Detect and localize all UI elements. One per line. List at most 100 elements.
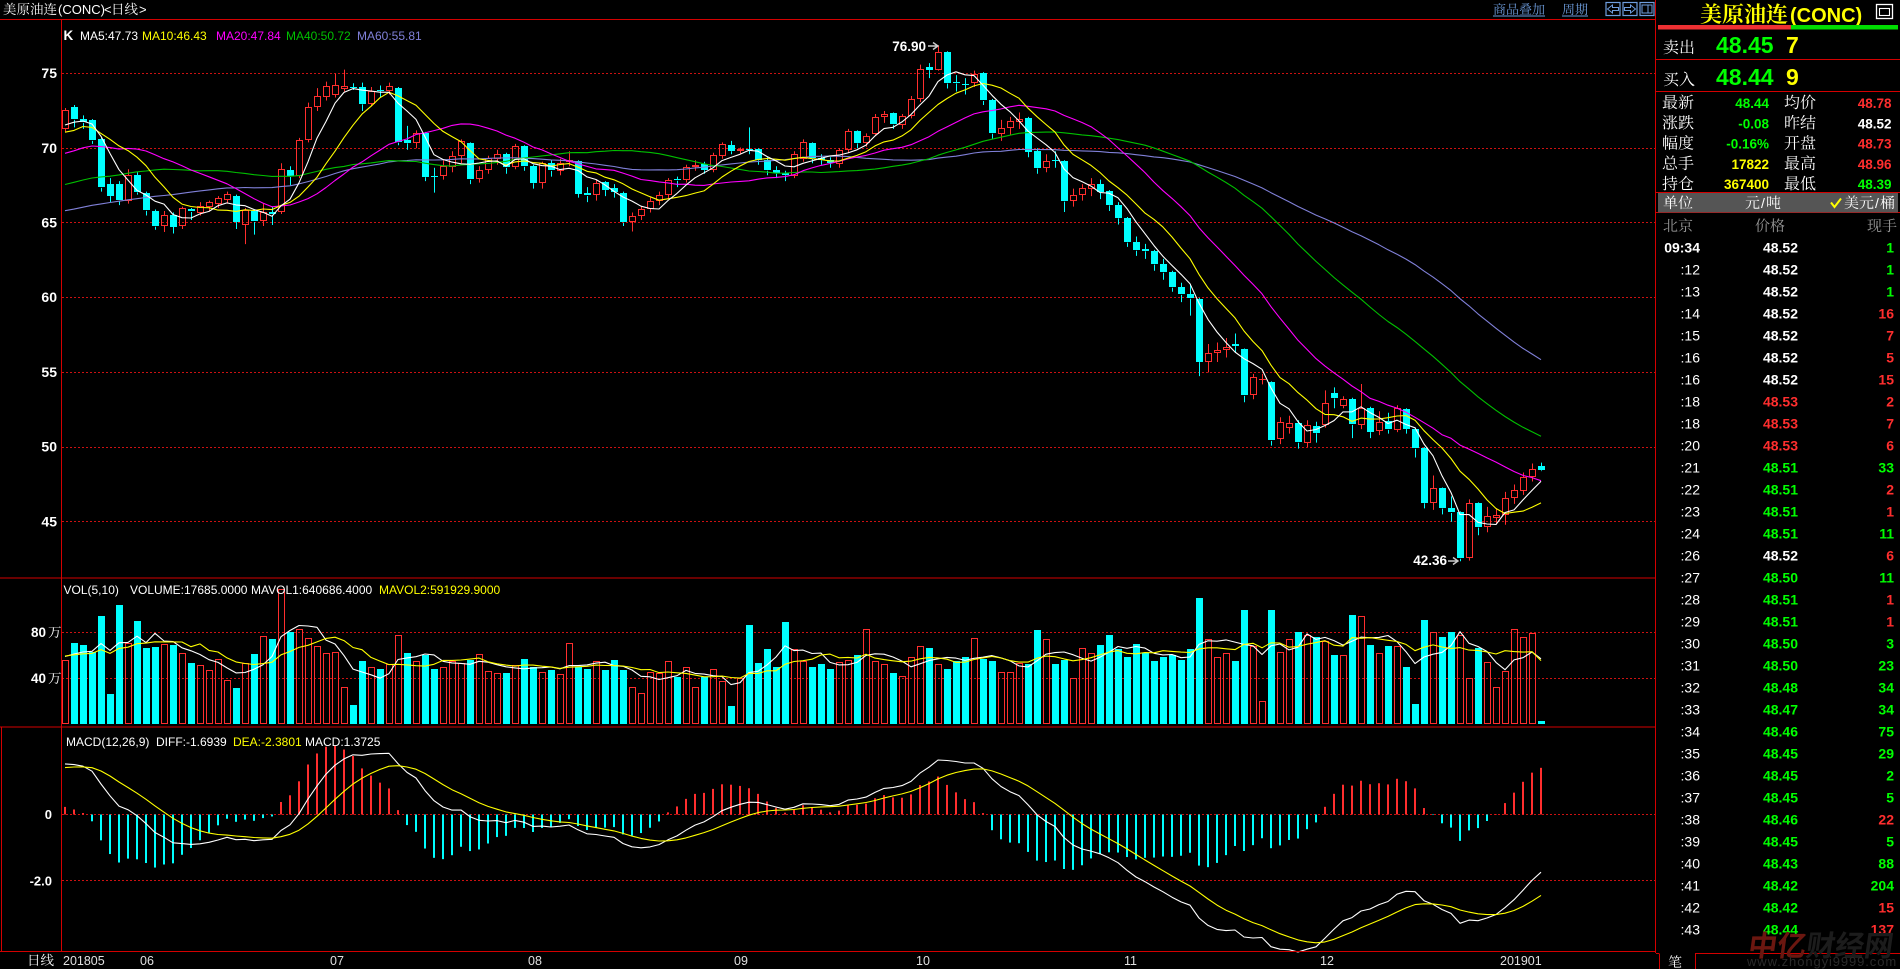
svg-text:16: 16 [1878,306,1894,322]
svg-text:45: 45 [41,513,57,529]
svg-text:48.51: 48.51 [1763,504,1798,520]
svg-text:48.45: 48.45 [1763,746,1798,762]
svg-text:3: 3 [1886,636,1894,652]
svg-text:48.45: 48.45 [1763,834,1798,850]
svg-text:1: 1 [1886,592,1894,608]
svg-text:48.45: 48.45 [1763,790,1798,806]
svg-text:/: / [1761,195,1765,211]
svg-text:1: 1 [1886,504,1894,520]
svg-text::13: :13 [1681,284,1701,300]
svg-text::30: :30 [1681,636,1701,652]
svg-text:48.44: 48.44 [1735,96,1769,111]
svg-text::18: :18 [1681,394,1701,410]
svg-text:48.39: 48.39 [1858,177,1892,192]
svg-text:11: 11 [1879,526,1894,542]
svg-text::22: :22 [1681,482,1701,498]
svg-text:48.51: 48.51 [1763,460,1798,476]
svg-text:5: 5 [1886,350,1894,366]
svg-text:>: > [139,2,147,17]
svg-text:55: 55 [41,364,57,380]
svg-text:48.52: 48.52 [1763,262,1798,278]
svg-text::12: :12 [1681,262,1701,278]
svg-text:48.46: 48.46 [1763,812,1798,828]
svg-text:MAVOL2:591929.9000: MAVOL2:591929.9000 [379,583,501,597]
svg-text::15: :15 [1681,328,1701,344]
svg-text::36: :36 [1681,768,1701,784]
svg-text:7: 7 [1786,32,1799,58]
svg-text:34: 34 [1878,680,1894,696]
svg-text:1: 1 [1886,262,1894,278]
svg-text:48.52: 48.52 [1763,306,1798,322]
svg-text:48.42: 48.42 [1763,900,1798,916]
svg-text:48.47: 48.47 [1763,702,1798,718]
svg-text:76.90: 76.90 [892,39,926,54]
svg-text:48.52: 48.52 [1763,372,1798,388]
svg-text::34: :34 [1681,724,1701,740]
svg-text:48.52: 48.52 [1858,116,1892,131]
svg-text:40: 40 [31,671,46,686]
svg-text:MA10:46.43: MA10:46.43 [142,29,207,43]
svg-text:07: 07 [330,954,344,968]
svg-text::35: :35 [1681,746,1701,762]
svg-text:48.44: 48.44 [1716,64,1774,90]
svg-text:367400: 367400 [1724,177,1769,192]
svg-text:48.53: 48.53 [1763,394,1798,410]
svg-text:48.50: 48.50 [1763,658,1798,674]
svg-text::26: :26 [1681,548,1701,564]
svg-text:204: 204 [1871,878,1895,894]
svg-text::41: :41 [1681,878,1701,894]
svg-text:48.96: 48.96 [1858,157,1892,172]
svg-text::14: :14 [1681,306,1701,322]
svg-text:48.45: 48.45 [1716,32,1774,58]
svg-text:70: 70 [41,140,57,156]
svg-text:15: 15 [1878,900,1894,916]
svg-text:15: 15 [1878,372,1894,388]
svg-text:09: 09 [734,954,748,968]
svg-text:K: K [64,28,74,43]
svg-text:48.42: 48.42 [1763,878,1798,894]
svg-text:60: 60 [41,289,57,305]
svg-text:MA5:47.73: MA5:47.73 [80,29,138,43]
svg-text:48.43: 48.43 [1763,856,1798,872]
svg-text::33: :33 [1681,702,1701,718]
svg-text:65: 65 [41,215,57,231]
svg-text:-0.08: -0.08 [1738,116,1769,131]
svg-text:201901: 201901 [1500,954,1542,968]
svg-text:48.51: 48.51 [1763,526,1798,542]
svg-text:(CONC): (CONC) [58,2,105,17]
svg-text:48.53: 48.53 [1763,438,1798,454]
svg-text:08: 08 [528,954,542,968]
svg-text::23: :23 [1681,504,1701,520]
svg-text:6: 6 [1886,438,1894,454]
svg-text::43: :43 [1681,922,1701,938]
svg-text:5: 5 [1886,790,1894,806]
svg-text:www.zhongyi9999.com: www.zhongyi9999.com [1746,954,1897,969]
svg-text:1: 1 [1886,240,1894,256]
svg-text:48.50: 48.50 [1763,570,1798,586]
svg-text::42: :42 [1681,900,1701,916]
svg-text:48.52: 48.52 [1763,240,1798,256]
svg-text::21: :21 [1681,460,1701,476]
svg-text:VOL(5,10): VOL(5,10) [64,583,119,597]
svg-text::40: :40 [1681,856,1701,872]
svg-text:<: < [104,2,112,17]
svg-text:29: 29 [1878,746,1894,762]
svg-text:1: 1 [1886,614,1894,630]
svg-text:DIFF:-1.6939: DIFF:-1.6939 [156,735,227,749]
svg-text:42.36: 42.36 [1413,553,1447,568]
svg-text:48.52: 48.52 [1763,548,1798,564]
svg-text:48.52: 48.52 [1763,284,1798,300]
svg-text:VOLUME:17685.0000: VOLUME:17685.0000 [130,583,248,597]
svg-text:12: 12 [1320,954,1334,968]
svg-text:MACD(12,26,9): MACD(12,26,9) [66,735,149,749]
svg-text::38: :38 [1681,812,1701,828]
svg-text:7: 7 [1886,328,1894,344]
svg-text:5: 5 [1886,834,1894,850]
svg-text::24: :24 [1681,526,1701,542]
svg-text::29: :29 [1681,614,1701,630]
svg-text:6: 6 [1886,548,1894,564]
svg-text:(CONC): (CONC) [1790,5,1862,27]
svg-text:11: 11 [1879,570,1894,586]
svg-text:MA20:47.84: MA20:47.84 [216,29,281,43]
svg-text:75: 75 [1878,724,1894,740]
